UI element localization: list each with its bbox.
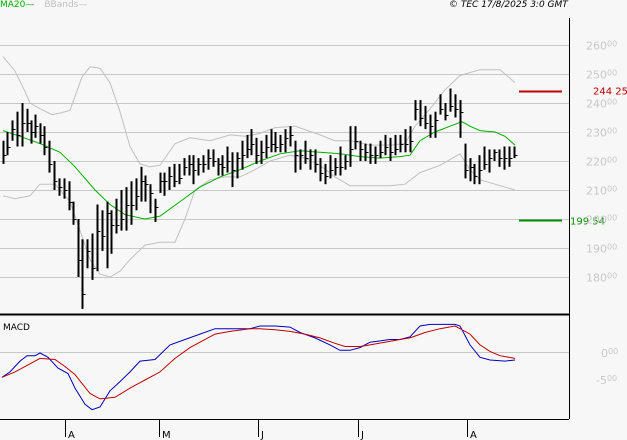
month-label: A — [68, 430, 75, 440]
resistance-label: 244 25 — [593, 87, 627, 98]
macd-title: MACD — [3, 323, 30, 333]
ma20-line — [2, 121, 516, 220]
macd-line — [1, 323, 516, 411]
price-bars — [2, 88, 518, 309]
price-tick-label: 18000 — [586, 272, 617, 285]
price-tick-label: 26000 — [586, 40, 617, 53]
bollinger-bands — [2, 56, 516, 278]
legend-ma20: MA20— — [0, 0, 35, 10]
month-label: M — [162, 430, 171, 440]
support-resistance-levels: 244 25 199 54 — [519, 87, 627, 228]
price-tick-label: 25000 — [586, 69, 617, 82]
month-label: A — [470, 430, 477, 440]
price-tick-label: 20000 — [586, 214, 617, 227]
copyright-timestamp: © TEC 17/8/2025 3:0 GMT — [449, 0, 568, 10]
ma20-line — [2, 121, 516, 220]
bb-upper-line — [2, 56, 516, 168]
indicator-legend: MA20— BBands— — [0, 0, 87, 11]
price-tick-label: 23000 — [586, 127, 617, 140]
macd-lines — [1, 323, 516, 411]
support-label: 199 54 — [570, 217, 605, 228]
month-label: J — [360, 430, 364, 440]
macd-tick-label: -500 — [596, 374, 617, 387]
chart-frame — [0, 18, 570, 420]
price-tick-label: 19000 — [586, 243, 617, 256]
month-label: J — [260, 430, 264, 440]
bb-lower-line — [2, 153, 516, 278]
legend-bbands: BBands— — [44, 0, 88, 10]
price-tick-label: 22000 — [586, 156, 617, 169]
price-tick-label: 21000 — [586, 185, 617, 198]
macd-axis: 000 -500 — [596, 347, 618, 387]
signal-line — [1, 325, 516, 400]
macd-tick-label: 000 — [601, 347, 618, 360]
price-tick-label: 24000 — [586, 98, 617, 111]
price-axis: 26000 25000 24000 23000 22000 21000 20000 19000… — [586, 40, 617, 285]
